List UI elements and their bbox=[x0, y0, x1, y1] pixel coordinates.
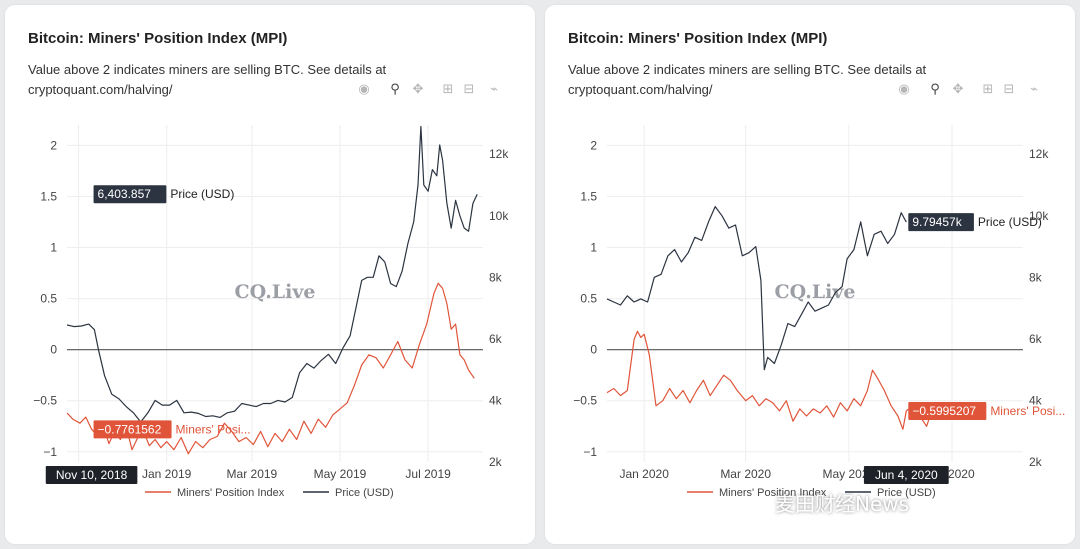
y-left-tick-label: −1 bbox=[43, 445, 57, 459]
chart-title: Bitcoin: Miners' Position Index (MPI) bbox=[568, 30, 828, 47]
y-right-tick-label: 6k bbox=[1029, 332, 1043, 346]
hover-price-name: Price (USD) bbox=[978, 215, 1042, 229]
mpi-series-line bbox=[606, 330, 961, 430]
y-left-tick-label: 1.5 bbox=[580, 189, 597, 203]
y-right-tick-label: 6k bbox=[489, 332, 503, 346]
y-right-tick-label: 10k bbox=[1029, 209, 1049, 223]
hover-mpi-box bbox=[908, 401, 987, 420]
y-left-tick-label: 1 bbox=[50, 241, 57, 255]
x-tick-label: Jan 2019 bbox=[142, 467, 192, 481]
y-right-tick-label: 2k bbox=[489, 455, 503, 469]
legend-label: Miners' Position Index bbox=[719, 487, 827, 499]
autoscale-icon[interactable]: ⌁ bbox=[1030, 82, 1038, 97]
zoom-out-icon[interactable]: ⊟ bbox=[463, 82, 475, 97]
y-right-tick-label: 4k bbox=[1029, 393, 1043, 407]
x-tick-label: Mar 2020 bbox=[720, 467, 771, 481]
hover-date-box bbox=[45, 466, 138, 484]
chart-subtitle: Value above 2 indicates miners are selli… bbox=[568, 62, 927, 97]
legend-label: Price (USD) bbox=[877, 487, 936, 499]
hover-price-value: 6,403.857 bbox=[98, 187, 152, 201]
y-right-tick-label: 12k bbox=[1029, 147, 1049, 161]
pan-icon[interactable]: ✥ bbox=[412, 82, 424, 97]
hover-mpi-value: −0.7761562 bbox=[98, 422, 162, 436]
y-left-tick-label: −0.5 bbox=[33, 394, 57, 408]
hover-price-box bbox=[908, 213, 974, 232]
y-left-tick-label: −1 bbox=[583, 445, 597, 459]
chart-subtitle: Value above 2 indicates miners are selli… bbox=[28, 62, 387, 97]
y-left-tick-label: 1 bbox=[590, 241, 597, 255]
brand-watermark: CQ.Live bbox=[774, 281, 855, 303]
legend-label: Miners' Position Index bbox=[177, 487, 285, 499]
y-left-tick-label: 2 bbox=[50, 138, 57, 152]
y-right-tick-label: 4k bbox=[489, 393, 503, 407]
chart-plot-2020[interactable]: Jan 2020 Mar 2020 May 2020 Jul 2020−1−0.500… bbox=[545, 105, 1075, 544]
hover-mpi-name: Miners' Posi... bbox=[990, 404, 1065, 418]
watermark: 麦田财经News bbox=[775, 492, 910, 516]
y-right-tick-label: 8k bbox=[489, 270, 503, 284]
camera-icon[interactable]: ◉ bbox=[898, 82, 910, 97]
brand-watermark: CQ.Live bbox=[234, 281, 315, 303]
hover-price-value: 9.79457k bbox=[912, 215, 962, 229]
camera-icon[interactable]: ◉ bbox=[358, 82, 370, 97]
y-left-tick-label: −0.5 bbox=[573, 394, 597, 408]
hover-price-box bbox=[93, 185, 167, 204]
zoom-icon[interactable]: ⚲ bbox=[930, 82, 940, 97]
x-tick-label: Mar 2019 bbox=[227, 467, 278, 481]
mpi-chart-card-2020: Bitcoin: Miners' Position Index (MPI) Va… bbox=[545, 5, 1075, 544]
y-left-tick-label: 0 bbox=[50, 343, 57, 357]
autoscale-icon[interactable]: ⌁ bbox=[490, 82, 498, 97]
y-right-tick-label: 10k bbox=[489, 209, 509, 223]
price-series-line bbox=[66, 125, 478, 423]
zoom-out-icon[interactable]: ⊟ bbox=[1003, 82, 1015, 97]
hover-date-label: Jun 4, 2020 bbox=[875, 468, 938, 482]
x-tick-label: May 2019 bbox=[314, 467, 367, 481]
zoom-in-icon[interactable]: ⊞ bbox=[442, 82, 454, 97]
x-tick-label: Jul 2019 bbox=[405, 467, 451, 481]
legend-label: Price (USD) bbox=[335, 487, 394, 499]
y-left-tick-label: 0.5 bbox=[40, 292, 57, 306]
hover-mpi-name: Miners' Posi... bbox=[176, 422, 251, 436]
chart-toolbar: ◉ ⚲ ✥ ⊞ ⊟ ⌁ bbox=[895, 81, 1055, 101]
hover-mpi-value: −0.5995207 bbox=[912, 404, 976, 418]
hover-mpi-box bbox=[93, 420, 172, 439]
hover-date-box bbox=[863, 466, 949, 484]
y-left-tick-label: 2 bbox=[590, 138, 597, 152]
x-tick-label: Jan 2020 bbox=[620, 467, 670, 481]
y-right-tick-label: 8k bbox=[1029, 270, 1043, 284]
y-right-tick-label: 12k bbox=[489, 147, 509, 161]
mpi-chart-card-2019: Bitcoin: Miners' Position Index (MPI) Va… bbox=[5, 5, 535, 544]
y-left-tick-label: 0.5 bbox=[580, 292, 597, 306]
chart-title: Bitcoin: Miners' Position Index (MPI) bbox=[28, 30, 288, 47]
chart-toolbar: ◉ ⚲ ✥ ⊞ ⊟ ⌁ bbox=[355, 81, 515, 101]
x-tick-label: May 2020 bbox=[822, 467, 875, 481]
hover-date-label: Nov 10, 2018 bbox=[56, 468, 128, 482]
hover-price-name: Price (USD) bbox=[170, 187, 234, 201]
pan-icon[interactable]: ✥ bbox=[952, 82, 964, 97]
price-series-line bbox=[606, 205, 907, 371]
zoom-in-icon[interactable]: ⊞ bbox=[982, 82, 994, 97]
zoom-icon[interactable]: ⚲ bbox=[390, 82, 400, 97]
y-left-tick-label: 1.5 bbox=[40, 189, 57, 203]
y-right-tick-label: 2k bbox=[1029, 455, 1043, 469]
y-left-tick-label: 0 bbox=[590, 343, 597, 357]
